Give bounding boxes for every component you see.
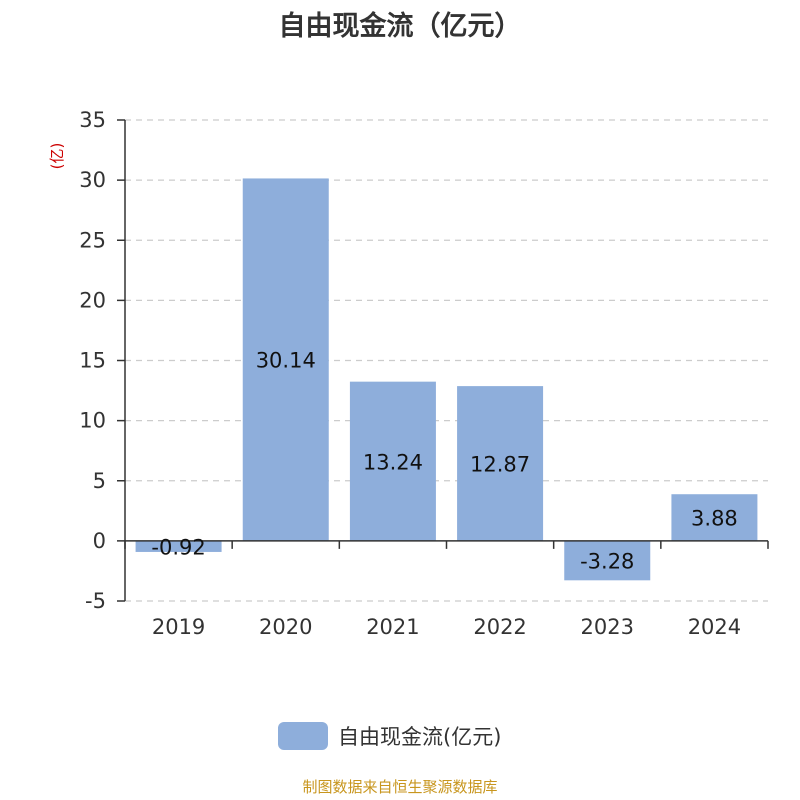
bar[interactable] [564,540,651,581]
x-tick-label: 2020 [259,615,312,639]
bar[interactable] [671,494,758,541]
y-tick-label: 10 [79,409,106,433]
x-tick-label: 2022 [473,615,526,639]
y-axis-unit-label: (亿) [48,143,66,170]
bar[interactable] [457,386,544,541]
y-tick-label: 5 [93,469,106,493]
data-source-note: 制图数据来自恒生聚源数据库 [302,778,498,796]
y-tick-label: -5 [85,589,106,613]
bar-value-label: -3.28 [580,550,634,574]
bar-value-label: 12.87 [470,452,530,476]
bar[interactable] [349,381,436,541]
bar-value-labels: -0.92 30.14 13.24 12.87 -3.28 3.88 [151,349,737,574]
bar-value-label: -0.92 [151,535,205,559]
x-tick-label: 2023 [581,615,634,639]
legend-swatch[interactable] [278,722,328,750]
bar[interactable] [242,178,329,541]
y-tick-label: 20 [79,288,106,312]
bar[interactable] [135,540,222,552]
legend[interactable]: 自由现金流(亿元) [278,722,501,750]
x-axis: 2019 2020 2021 2022 2023 2024 [124,540,769,639]
y-axis: -5 0 5 10 15 20 25 30 35 [79,108,126,613]
chart-title: 自由现金流（亿元） [278,11,522,42]
bar-value-label: 3.88 [691,507,738,531]
bar-value-label: 30.14 [256,349,316,373]
y-tick-label: 0 [93,529,106,553]
gridlines [125,119,768,602]
bars [135,178,758,581]
x-tick-label: 2019 [152,615,205,639]
x-tick-label: 2021 [366,615,419,639]
y-tick-label: 25 [79,228,106,252]
legend-label[interactable]: 自由现金流(亿元) [338,725,501,749]
x-tick-label: 2024 [688,615,741,639]
bar-value-label: 13.24 [363,450,423,474]
y-tick-label: 35 [79,108,106,132]
y-tick-label: 30 [79,168,106,192]
y-tick-label: 15 [79,349,106,373]
